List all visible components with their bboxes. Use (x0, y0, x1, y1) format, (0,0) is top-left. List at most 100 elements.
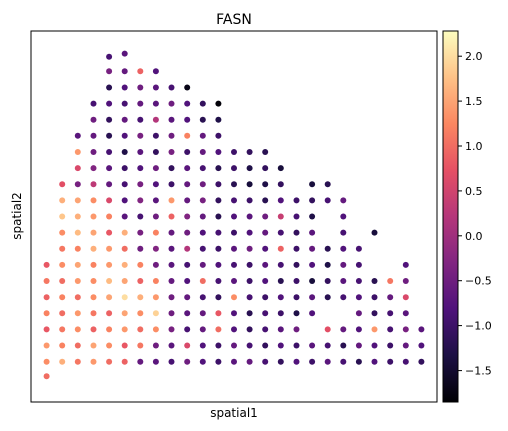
data-point (231, 245, 237, 252)
data-point (152, 68, 159, 75)
data-point (199, 149, 206, 155)
data-point (402, 261, 409, 268)
data-point (246, 358, 253, 365)
data-point (199, 342, 206, 349)
data-point (90, 294, 97, 301)
data-point (340, 261, 347, 268)
data-point (74, 278, 81, 284)
data-point (106, 229, 113, 236)
data-point (277, 245, 284, 252)
data-point (184, 197, 191, 204)
data-point (387, 294, 394, 301)
data-point (184, 342, 191, 349)
data-point (121, 213, 128, 220)
data-point (121, 50, 128, 57)
data-point (121, 149, 128, 155)
data-point (137, 358, 144, 365)
data-point (324, 326, 331, 333)
data-point (152, 326, 159, 333)
data-point (231, 326, 237, 333)
data-point (215, 326, 222, 333)
data-point (152, 294, 159, 301)
data-point (59, 294, 66, 301)
data-point (215, 213, 222, 220)
data-point (231, 310, 237, 317)
data-point (340, 278, 347, 284)
data-point (340, 229, 347, 236)
data-point (90, 261, 97, 268)
data-point (74, 310, 81, 317)
data-point (184, 181, 191, 188)
data-point (168, 165, 175, 172)
data-point (184, 213, 191, 220)
data-point (59, 245, 66, 252)
data-point (262, 278, 269, 284)
data-point (309, 245, 316, 252)
data-point (309, 278, 316, 284)
data-point (43, 326, 50, 333)
data-point (277, 197, 284, 204)
data-point (262, 245, 269, 252)
data-point (215, 116, 222, 123)
data-point (246, 310, 253, 317)
data-point (184, 310, 191, 317)
data-point (262, 294, 269, 301)
colorbar-tick-label: −1.0 (465, 320, 492, 333)
data-point (152, 84, 159, 91)
data-point (184, 326, 191, 333)
data-point (418, 358, 425, 365)
data-point (74, 245, 81, 252)
data-point (262, 229, 269, 236)
data-point (215, 358, 222, 365)
data-point (152, 165, 159, 172)
data-point (168, 278, 175, 284)
data-point (215, 342, 222, 349)
data-point (418, 326, 425, 333)
data-point (215, 278, 222, 284)
data-point (90, 100, 97, 107)
data-point (293, 229, 300, 236)
data-point (106, 342, 113, 349)
data-point (293, 278, 300, 284)
points-layer (43, 50, 425, 380)
data-point (199, 132, 206, 139)
data-point (90, 197, 97, 204)
data-point (184, 294, 191, 301)
data-point (340, 197, 347, 204)
data-point (309, 261, 316, 268)
data-point (371, 294, 378, 301)
data-point (387, 326, 394, 333)
data-point (168, 229, 175, 236)
data-point (106, 84, 113, 91)
data-point (106, 149, 113, 155)
chart-title: FASN (216, 12, 252, 28)
data-point (246, 261, 253, 268)
data-point (152, 245, 159, 252)
data-point (43, 373, 50, 380)
data-point (262, 213, 269, 220)
data-point (215, 100, 222, 107)
data-point (152, 100, 159, 107)
data-point (90, 310, 97, 317)
data-point (262, 149, 269, 155)
data-point (137, 294, 144, 301)
data-point (215, 310, 222, 317)
data-point (199, 358, 206, 365)
data-point (199, 116, 206, 123)
data-point (231, 358, 237, 365)
data-point (309, 229, 316, 236)
data-point (74, 213, 81, 220)
data-point (231, 149, 237, 155)
data-point (137, 116, 144, 123)
data-point (74, 261, 81, 268)
data-point (418, 342, 425, 349)
data-point (184, 278, 191, 284)
data-point (121, 181, 128, 188)
data-point (246, 149, 253, 155)
data-point (199, 294, 206, 301)
data-point (293, 261, 300, 268)
data-point (262, 197, 269, 204)
data-point (90, 326, 97, 333)
data-point (59, 197, 66, 204)
data-point (277, 181, 284, 188)
